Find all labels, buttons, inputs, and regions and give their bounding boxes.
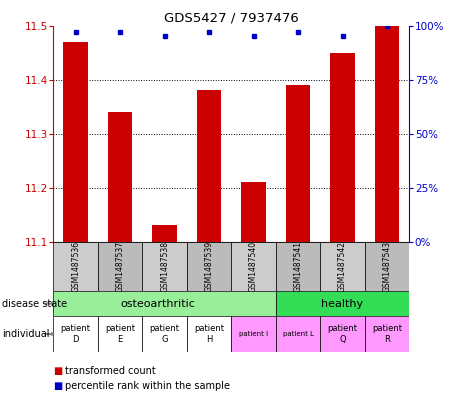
Bar: [142, 242, 187, 291]
Text: patient
G: patient G: [150, 324, 179, 344]
Text: GSM1487539: GSM1487539: [205, 241, 213, 292]
Text: patient I: patient I: [239, 331, 268, 337]
Text: individual: individual: [2, 329, 50, 339]
Text: disease state: disease state: [2, 299, 67, 309]
Bar: [108, 112, 133, 242]
Text: GSM1487541: GSM1487541: [293, 241, 303, 292]
Text: GSM1487543: GSM1487543: [383, 241, 392, 292]
Text: ■: ■: [53, 366, 63, 376]
Bar: [320, 242, 365, 291]
Bar: [276, 291, 409, 316]
Text: transformed count: transformed count: [65, 366, 156, 376]
Bar: [153, 226, 177, 242]
Text: GSM1487536: GSM1487536: [71, 241, 80, 292]
Text: patient
Q: patient Q: [327, 324, 358, 344]
Bar: [232, 242, 276, 291]
Text: osteoarthritic: osteoarthritic: [120, 299, 195, 309]
Text: patient
E: patient E: [105, 324, 135, 344]
Bar: [365, 316, 409, 352]
Bar: [241, 182, 266, 242]
Bar: [142, 316, 187, 352]
Bar: [276, 242, 320, 291]
Bar: [365, 242, 409, 291]
Bar: [187, 242, 232, 291]
Bar: [187, 316, 232, 352]
Bar: [276, 316, 320, 352]
Text: healthy: healthy: [321, 299, 364, 309]
Text: GSM1487542: GSM1487542: [338, 241, 347, 292]
Text: GSM1487538: GSM1487538: [160, 241, 169, 292]
Bar: [375, 26, 399, 242]
Text: ■: ■: [53, 381, 63, 391]
Text: percentile rank within the sample: percentile rank within the sample: [65, 381, 230, 391]
Text: patient L: patient L: [283, 331, 313, 337]
Bar: [98, 242, 142, 291]
Text: patient
R: patient R: [372, 324, 402, 344]
Text: GSM1487540: GSM1487540: [249, 241, 258, 292]
Text: patient
H: patient H: [194, 324, 224, 344]
Bar: [197, 90, 221, 242]
Text: patient
D: patient D: [61, 324, 91, 344]
Text: GSM1487537: GSM1487537: [116, 241, 125, 292]
Bar: [53, 242, 98, 291]
Bar: [98, 316, 142, 352]
Bar: [53, 316, 98, 352]
Bar: [330, 53, 355, 242]
Bar: [232, 316, 276, 352]
Title: GDS5427 / 7937476: GDS5427 / 7937476: [164, 11, 299, 24]
Bar: [53, 291, 276, 316]
Bar: [320, 316, 365, 352]
Bar: [286, 85, 310, 242]
Bar: [64, 42, 88, 242]
